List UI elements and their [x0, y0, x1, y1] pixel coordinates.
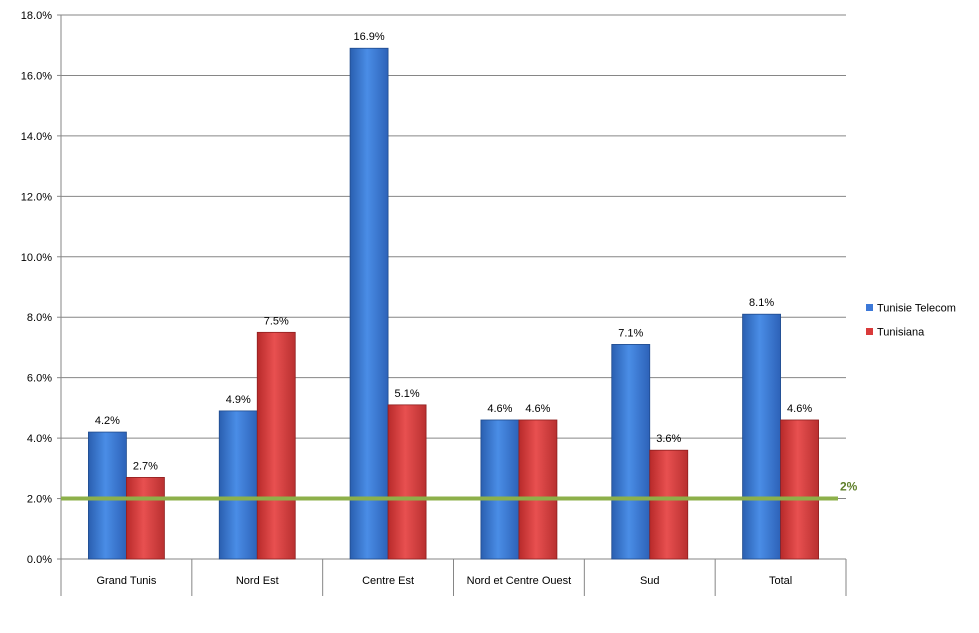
legend-swatch: [866, 304, 873, 311]
x-category-label: Centre Est: [362, 575, 414, 587]
y-tick-label: 6.0%: [27, 373, 52, 385]
bar-tunisie-telecom: [218, 410, 258, 560]
data-label: 4.9%: [226, 394, 251, 406]
data-label: 4.6%: [525, 403, 550, 415]
y-tick-label: 4.0%: [27, 433, 52, 445]
x-category-label: Nord Est: [236, 575, 279, 587]
y-tick-label: 12.0%: [21, 191, 52, 203]
bar-tunisie-telecom: [611, 344, 651, 560]
reference-line-group: 2%: [61, 480, 858, 501]
data-label: 7.1%: [618, 327, 643, 339]
bar-tunisie-telecom: [88, 431, 127, 560]
bar-tunisiana: [518, 419, 558, 560]
legend-label: Tunisie Telecom: [877, 303, 956, 315]
bar-tunisiana: [649, 449, 689, 560]
bar-tunisiana: [256, 331, 296, 560]
x-category-label: Nord et Centre Ouest: [467, 575, 572, 587]
data-label: 7.5%: [264, 315, 289, 327]
data-label: 2.7%: [133, 460, 158, 472]
x-category-label: Grand Tunis: [96, 575, 156, 587]
data-labels: 4.2% 4.9% 16.9% 4.6% 7.1% 8.1% 2.7% 7.5% 5.1% 4.6…: [95, 31, 812, 472]
data-label: 8.1%: [749, 297, 774, 309]
bar-tunisie-telecom: [349, 47, 389, 560]
gridlines: [61, 14, 846, 560]
x-category-label: Sud: [640, 575, 660, 587]
data-label: 16.9%: [353, 31, 384, 43]
x-category-label: Total: [769, 575, 792, 587]
y-tick-label: 2.0%: [27, 494, 52, 506]
y-tick-label: 16.0%: [21, 70, 52, 82]
y-tick-label: 10.0%: [21, 252, 52, 264]
reference-line-label: 2%: [840, 480, 858, 494]
y-tick-label: 18.0%: [21, 10, 52, 22]
data-label: 4.6%: [487, 403, 512, 415]
legend: Tunisie Telecom Tunisiana: [866, 303, 956, 339]
data-label: 4.6%: [787, 403, 812, 415]
bar-tunisiana: [780, 419, 819, 560]
data-label: 3.6%: [656, 433, 681, 445]
bar-tunisiana: [387, 404, 427, 560]
y-tick-label: 8.0%: [27, 312, 52, 324]
bar-tunisie-telecom: [742, 313, 781, 560]
legend-swatch: [866, 328, 873, 335]
y-tick-label: 14.0%: [21, 131, 52, 143]
y-tick-label: 0.0%: [27, 554, 52, 566]
data-label: 5.1%: [395, 388, 420, 400]
bar-tunisiana: [126, 476, 165, 560]
data-label: 4.2%: [95, 415, 120, 427]
legend-label: Tunisiana: [877, 327, 925, 339]
axes: 0.0% 2.0% 4.0% 6.0% 8.0% 10.0% 12.0% 14.0% 16.0%…: [21, 10, 847, 596]
bar-tunisie-telecom: [480, 419, 520, 560]
bars: [88, 47, 819, 560]
